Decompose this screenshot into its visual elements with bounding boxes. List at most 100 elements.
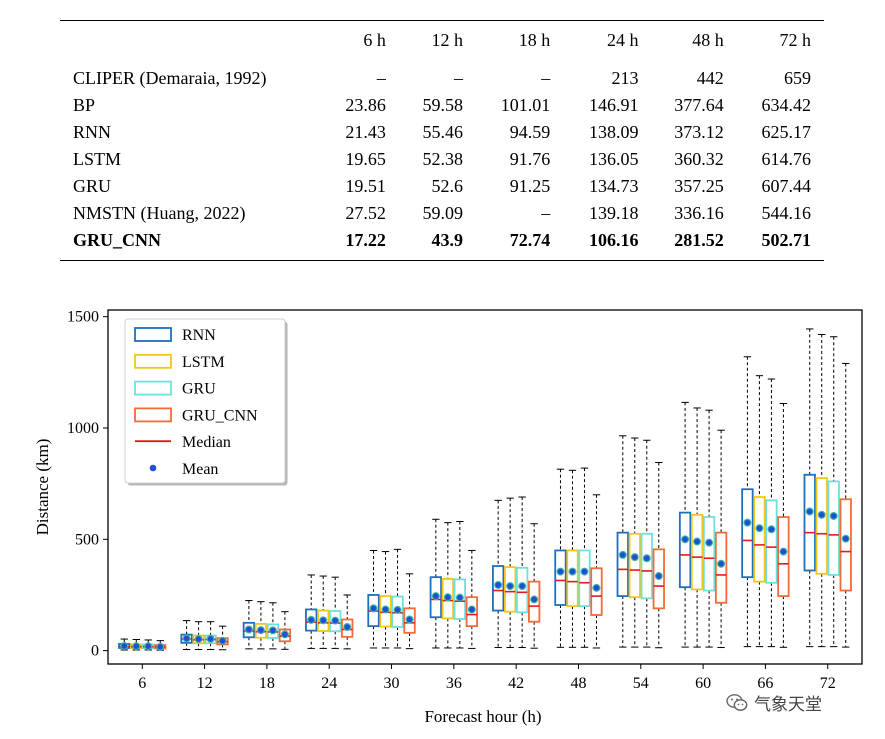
box-gru-cnn	[652, 548, 665, 610]
mean-marker	[244, 625, 253, 634]
legend-item-gru-cnn-swatch	[134, 407, 172, 423]
mean-marker	[144, 642, 153, 651]
box-rnn	[242, 621, 256, 639]
mean-marker	[568, 567, 577, 576]
box-lstm	[628, 532, 641, 599]
box-lstm	[441, 578, 454, 620]
row-value-cell: 101.01	[500, 95, 551, 115]
mean-marker	[767, 525, 776, 534]
mean-marker	[182, 634, 191, 643]
header-cell-72h: 72 h	[779, 29, 812, 50]
box-lstm	[815, 477, 828, 575]
header-cell-6h: 6 h	[363, 29, 386, 50]
row-value-cell: 336.16	[674, 203, 724, 223]
row-value-cell: 52.6	[431, 176, 464, 196]
row-value-cell: 59.09	[422, 203, 464, 223]
table-body: CLIPER (Demaraia, 1992) – – – 213 442 659 BP 23.…	[60, 59, 824, 261]
table-row: NMSTN (Huang, 2022) 27.52 59.09 – 139.18 336.…	[60, 200, 824, 227]
mean-marker	[556, 567, 565, 576]
row-model-name: GRU_CNN	[60, 227, 331, 261]
x-tick-label: 60	[695, 675, 711, 692]
legend-item-gru-label: GRU	[182, 381, 216, 398]
x-tick-label: 72	[820, 675, 836, 692]
header-cell-model	[60, 21, 331, 60]
box-gru-cnn	[839, 498, 852, 592]
mean-marker	[120, 641, 129, 650]
box-rnn	[803, 473, 816, 572]
box-gru	[702, 516, 716, 592]
mean-marker	[405, 615, 414, 624]
table-header-row: 6 h 12 h 18 h 24 h 48 h 72 h	[60, 20, 824, 60]
mean-marker	[280, 630, 289, 639]
row-value-cell: –	[376, 68, 386, 88]
row-value-cell: 377.64	[674, 95, 724, 115]
mean-marker	[580, 567, 589, 576]
table-row: RNN 21.43 55.46 94.59 138.09 373.12 625.17	[60, 119, 824, 146]
legend-item-gru-cnn-label: GRU_CNN	[182, 407, 258, 424]
watermark-text: 气象天堂	[754, 695, 822, 715]
mean-marker	[654, 572, 663, 581]
mean-marker	[755, 524, 764, 533]
box-lstm	[379, 595, 392, 628]
mean-marker	[319, 616, 328, 625]
mean-marker	[693, 537, 702, 546]
row-model-name: NMSTN (Huang, 2022)	[73, 203, 246, 223]
box-gru	[640, 532, 653, 600]
mean-marker	[817, 510, 826, 519]
legend-item-median-label: Median	[182, 434, 231, 451]
table-row: GRU_CNN 17.22 43.9 72.74 106.16 281.52 502.71	[60, 227, 824, 261]
row-value-cell: 634.42	[761, 95, 812, 115]
row-value-cell: –	[454, 68, 464, 88]
plot-frame	[107, 309, 863, 665]
mean-marker	[443, 593, 452, 602]
box-gru	[516, 566, 529, 614]
x-tick-label: 54	[633, 675, 649, 692]
y-tick-label: 500	[75, 531, 99, 548]
table-row: CLIPER (Demaraia, 1992) – – – 213 442 659	[60, 59, 824, 92]
row-value-cell: 59.58	[422, 95, 464, 115]
mean-marker	[381, 605, 390, 614]
row-value-cell: 106.16	[550, 227, 639, 261]
row-value-cell: 91.76	[509, 149, 551, 169]
mean-marker	[618, 550, 627, 559]
mean-marker	[455, 593, 464, 602]
box-rnn	[429, 576, 442, 619]
box-lstm	[254, 623, 268, 639]
mean-marker	[506, 582, 515, 591]
mean-marker	[268, 626, 277, 635]
row-value-cell: 21.43	[345, 122, 386, 142]
mean-marker	[307, 615, 316, 624]
row-value-cell: 659	[784, 68, 811, 88]
mean-marker	[530, 595, 539, 604]
row-value-cell: 607.44	[761, 176, 812, 196]
box-gru	[827, 480, 840, 576]
row-value-cell: 138.09	[588, 122, 639, 142]
box-lstm	[504, 566, 517, 613]
mean-marker	[592, 583, 601, 592]
header-cell-18h: 18 h	[518, 29, 551, 50]
y-tick-label: 0	[91, 643, 99, 660]
row-value-cell: 360.32	[674, 149, 724, 169]
x-tick-label: 66	[757, 675, 773, 692]
row-value-cell: 55.46	[422, 122, 464, 142]
box-gru-cnn	[403, 607, 416, 634]
legend-item-mean-swatch	[149, 464, 157, 472]
box-gru	[765, 499, 778, 584]
header-cell-24h: 24 h	[606, 29, 639, 50]
box-rnn	[492, 565, 505, 612]
x-tick-label: 18	[259, 675, 275, 692]
mean-marker	[393, 605, 402, 614]
mean-marker	[642, 554, 651, 563]
mean-marker	[805, 507, 814, 516]
mean-marker	[369, 604, 378, 613]
row-value-cell: 17.22	[330, 227, 386, 261]
mean-marker	[331, 616, 340, 625]
mean-marker	[206, 634, 215, 643]
results-table-container: 6 h 12 h 18 h 24 h 48 h 72 h CLIPER (Dem…	[60, 20, 824, 261]
mean-marker	[829, 511, 838, 520]
x-tick-label: 30	[384, 675, 400, 692]
wechat-icon	[726, 693, 748, 711]
header-cell-48h: 48 h	[692, 29, 724, 50]
legend-item-rnn-swatch	[134, 327, 172, 342]
box-gru-cnn	[341, 618, 354, 638]
